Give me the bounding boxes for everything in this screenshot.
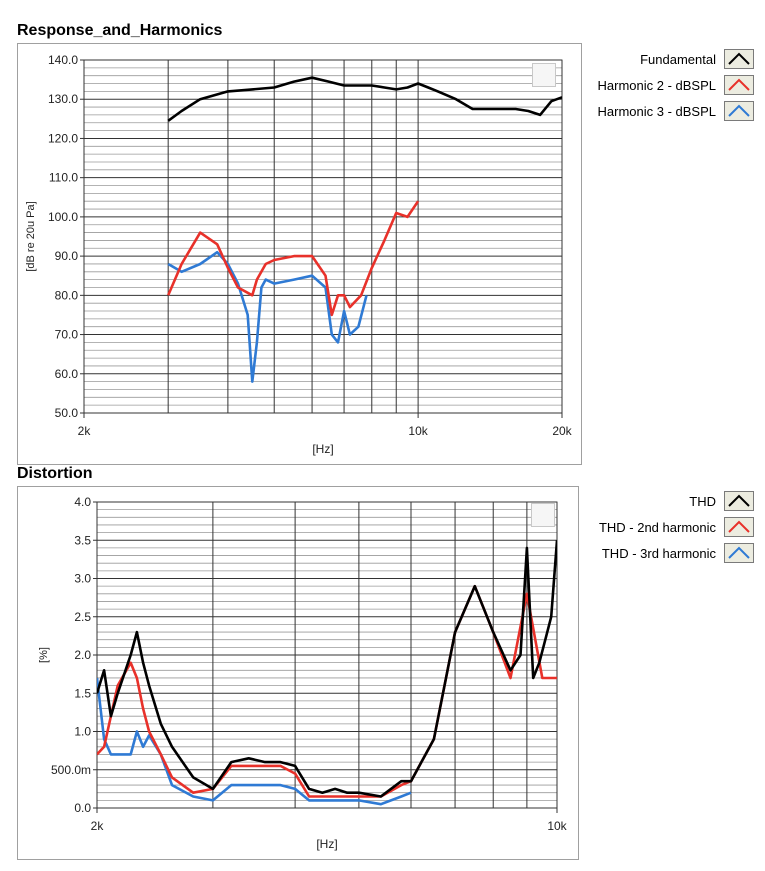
- x-tick-label: 10k: [408, 424, 428, 438]
- chart1-svg: 50.0 60.0 70.0 80.0 90.0 100.0 110.0 120.0 130.0…: [25, 53, 573, 456]
- legend-label: Harmonic 3 - dBSPL: [597, 103, 717, 119]
- legend-swatch-icon[interactable]: [724, 491, 754, 511]
- y-tick-label: 3.5: [74, 533, 91, 547]
- chart2-legend-thd[interactable]: THD: [689, 489, 754, 513]
- x-axis-label: [Hz]: [316, 837, 337, 851]
- legend-label: THD - 2nd harmonic: [598, 519, 716, 535]
- y-tick-label: 0.0: [74, 801, 91, 815]
- y-tick-label: 50.0: [55, 406, 79, 420]
- legend-label: Harmonic 2 - dBSPL: [597, 77, 717, 93]
- x-tick-label: 2k: [78, 424, 92, 438]
- chart1-legend-fundamental[interactable]: Fundamental: [640, 47, 754, 71]
- y-tick-label: 140.0: [48, 53, 78, 67]
- y-tick-label: 130.0: [48, 92, 78, 106]
- x-axis-label: [Hz]: [312, 442, 333, 456]
- y-tick-label: 70.0: [55, 328, 79, 342]
- y-tick-label: 2.0: [74, 648, 91, 662]
- x-tick-label: 10k: [547, 819, 567, 833]
- x-tick-label: 2k: [91, 819, 105, 833]
- y-tick-label: 80.0: [55, 288, 79, 302]
- chart2-legend-thd2[interactable]: THD - 2nd harmonic: [599, 515, 754, 539]
- legend-label: Fundamental: [640, 51, 716, 67]
- y-tick-label: 100.0: [48, 210, 78, 224]
- chart2-legend-thd3[interactable]: THD - 3rd harmonic: [602, 541, 754, 565]
- legend-swatch-icon[interactable]: [724, 517, 754, 537]
- legend-swatch-icon[interactable]: [724, 75, 754, 95]
- y-tick-label: 1.0: [74, 725, 91, 739]
- series-line-thd: [97, 540, 557, 798]
- chart2-legend: THD THD - 2nd harmonic THD - 3rd harmoni…: [585, 489, 754, 569]
- chart1-scale-icon[interactable]: [532, 63, 556, 87]
- y-tick-label: 120.0: [48, 131, 78, 145]
- legend-label: THD - 3rd harmonic: [601, 545, 716, 561]
- y-tick-label: 90.0: [55, 249, 79, 263]
- chart2-svg: 0.0 500.0m 1.0 1.5 2.0 2.5 3.0 3.5 4.0 2k 10k [Hz] […: [38, 495, 568, 851]
- chart2-title: Distortion: [17, 465, 93, 482]
- x-tick-label: 20k: [552, 424, 572, 438]
- legend-swatch-icon[interactable]: [724, 101, 754, 121]
- plot-area: [83, 59, 563, 414]
- y-tick-label: 3.0: [74, 572, 91, 586]
- chart1-legend: Fundamental Harmonic 2 - dBSPL Harmonic …: [590, 47, 754, 127]
- chart2-plot-panel: [17, 486, 579, 860]
- y-tick-label: 110.0: [49, 171, 78, 185]
- chart2-scale-icon[interactable]: [531, 503, 555, 527]
- legend-label: THD: [689, 493, 716, 509]
- series-line-harmonic-2-dbspl: [167, 200, 420, 317]
- chart1-plot-panel: [17, 43, 582, 465]
- y-axis-label: [%]: [38, 647, 50, 663]
- legend-swatch-icon[interactable]: [724, 543, 754, 563]
- chart1-title: Response_and_Harmonics: [17, 22, 223, 39]
- y-tick-label: 500.0m: [51, 763, 91, 777]
- series-line-fundamental: [167, 76, 562, 122]
- y-axis-label: [dB re 20u Pa]: [25, 201, 37, 271]
- series-line-harmonic-3-dbspl: [167, 250, 368, 383]
- series-line-thd-3rd-harmonic: [97, 677, 412, 806]
- chart1-legend-harmonic2[interactable]: Harmonic 2 - dBSPL: [597, 73, 754, 97]
- chart1-legend-harmonic3[interactable]: Harmonic 3 - dBSPL: [597, 99, 754, 123]
- y-tick-label: 60.0: [55, 367, 79, 381]
- y-tick-label: 2.5: [74, 610, 91, 624]
- y-tick-label: 4.0: [74, 495, 91, 509]
- y-tick-label: 1.5: [74, 686, 91, 700]
- legend-swatch-icon[interactable]: [724, 49, 754, 69]
